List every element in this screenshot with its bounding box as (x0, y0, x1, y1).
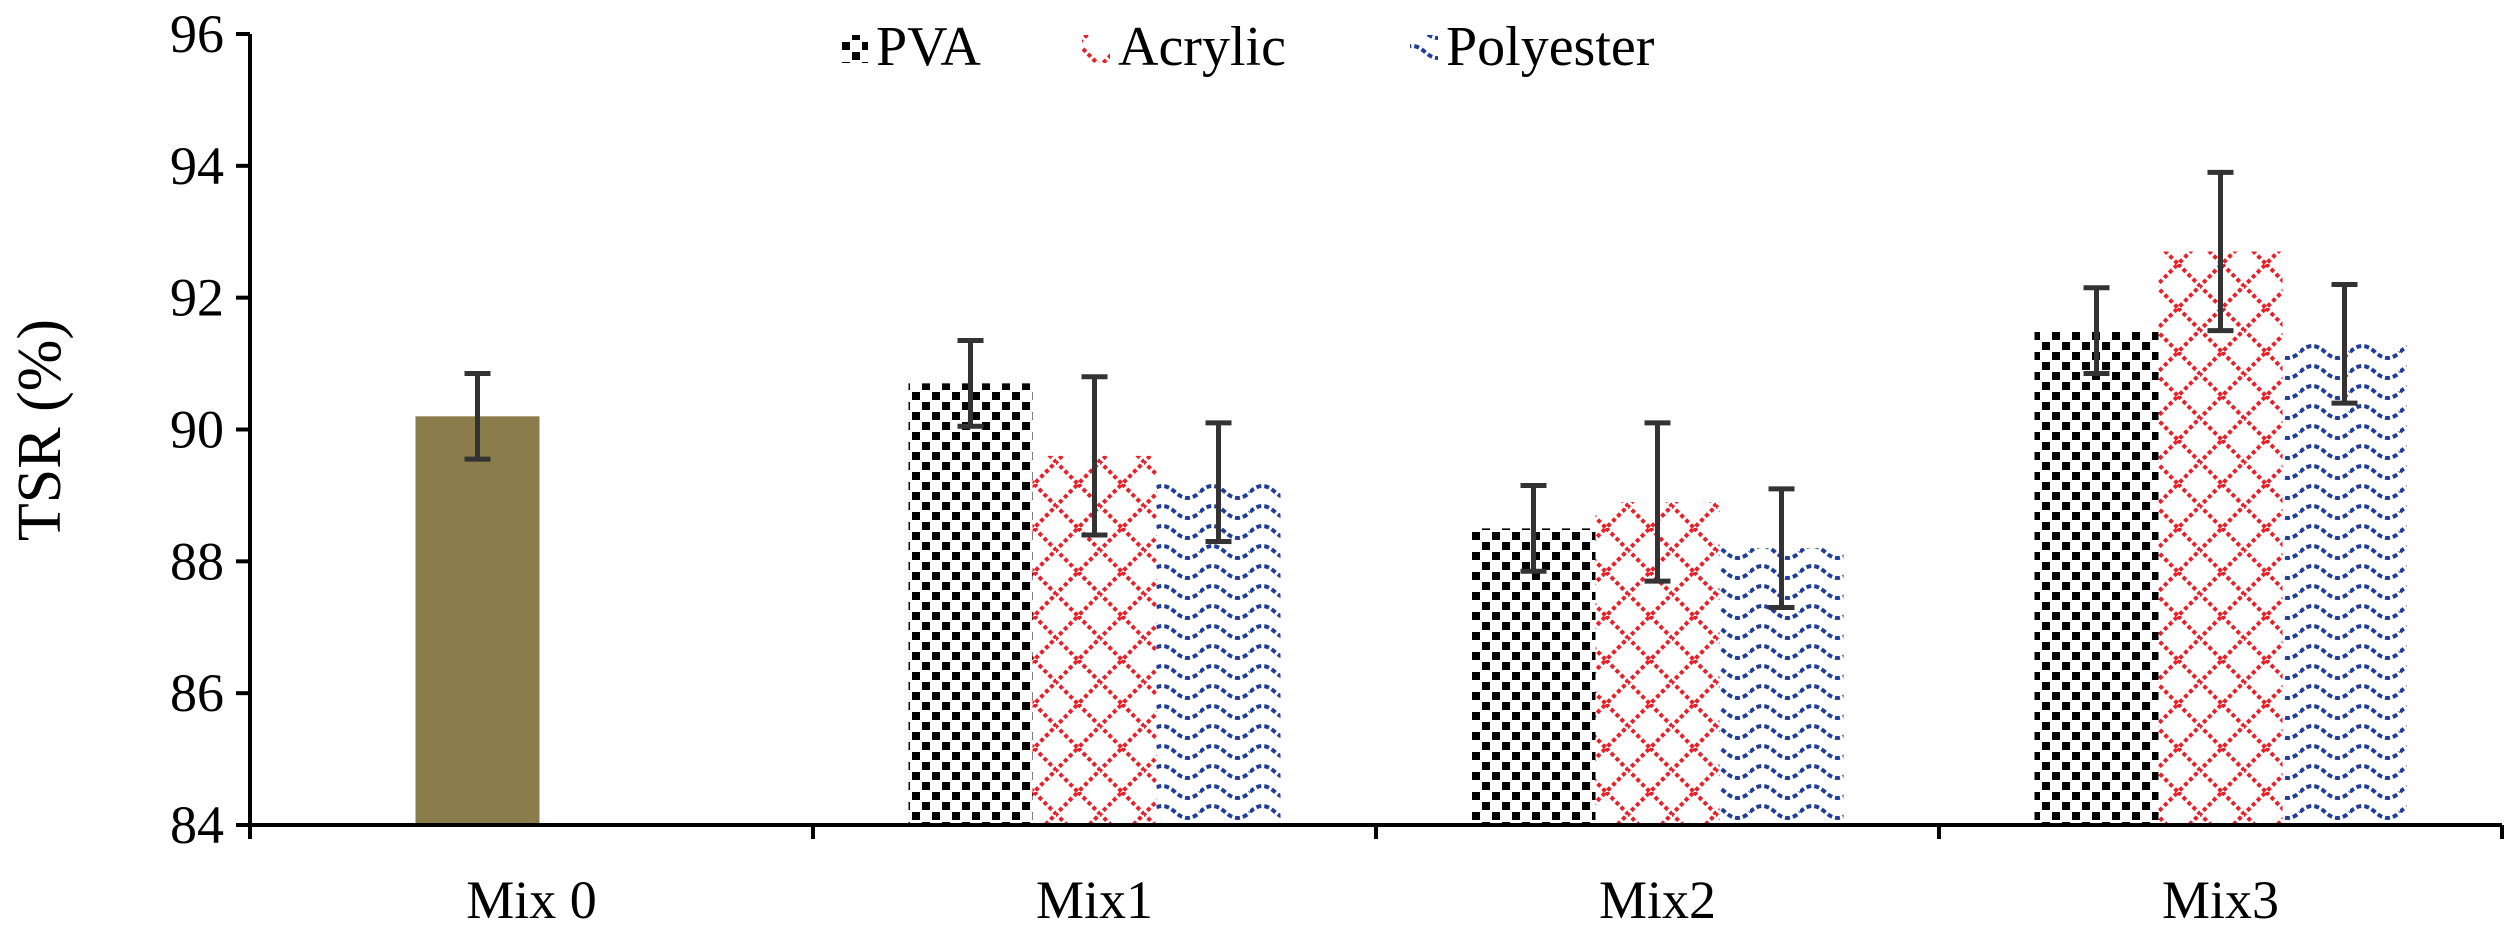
y-tick-label-92: 92 (170, 268, 224, 328)
bar-control-mix0 (415, 416, 540, 825)
y-tick-label-84: 84 (170, 795, 224, 855)
error-bar-control-mix0 (464, 370, 491, 462)
bar-acrylic-mix3 (2158, 251, 2283, 825)
error-bar-polyester-mix1 (1205, 420, 1232, 545)
error-bar-pva-mix1 (957, 338, 984, 429)
legend-label-polyester: Polyester (1446, 16, 1655, 78)
error-bars-layer (464, 169, 2358, 610)
legend: PVA Acrylic Polyester (840, 16, 1655, 78)
legend-label-pva: PVA (876, 16, 981, 78)
legend-swatch-pva (840, 35, 868, 63)
legend-item-polyester: Polyester (1410, 16, 1655, 78)
error-bar-acrylic-mix2 (1644, 420, 1671, 584)
axes-layer: 84 86 88 90 92 94 96 Mix 0 Mix1 Mix2 Mix3 TSR (%) (6, 4, 2504, 930)
y-tick-label-96: 96 (170, 4, 224, 64)
legend-swatch-polyester (1410, 35, 1438, 63)
error-bar-acrylic-mix3 (2207, 169, 2234, 334)
legend-item-acrylic: Acrylic (1082, 16, 1286, 78)
legend-item-pva: PVA (840, 16, 981, 78)
legend-swatch-acrylic (1082, 35, 1110, 63)
bar-pva-mix1 (908, 383, 1033, 825)
error-bar-acrylic-mix1 (1081, 374, 1108, 538)
bar-pva-mix3 (2034, 330, 2159, 825)
y-tick-label-94: 94 (170, 136, 224, 196)
y-tick-label-88: 88 (170, 531, 224, 591)
error-bar-pva-mix3 (2083, 285, 2110, 376)
legend-label-acrylic: Acrylic (1118, 16, 1286, 78)
x-tick-label-mix3: Mix3 (2162, 870, 2279, 930)
error-bar-polyester-mix3 (2331, 281, 2358, 406)
error-bar-pva-mix2 (1520, 483, 1547, 574)
y-tick-label-90: 90 (170, 400, 224, 460)
bars-layer (415, 251, 2407, 825)
bar-pva-mix2 (1471, 528, 1596, 825)
x-tick-label-mix1: Mix1 (1036, 870, 1153, 930)
x-tick-label-mix2: Mix2 (1599, 870, 1716, 930)
y-axis-label: TSR (%) (6, 319, 74, 541)
y-tick-label-86: 86 (170, 663, 224, 723)
x-tick-label-mix0: Mix 0 (466, 870, 597, 930)
error-bar-polyester-mix2 (1768, 486, 1795, 610)
bar-polyester-mix3 (2282, 343, 2407, 825)
